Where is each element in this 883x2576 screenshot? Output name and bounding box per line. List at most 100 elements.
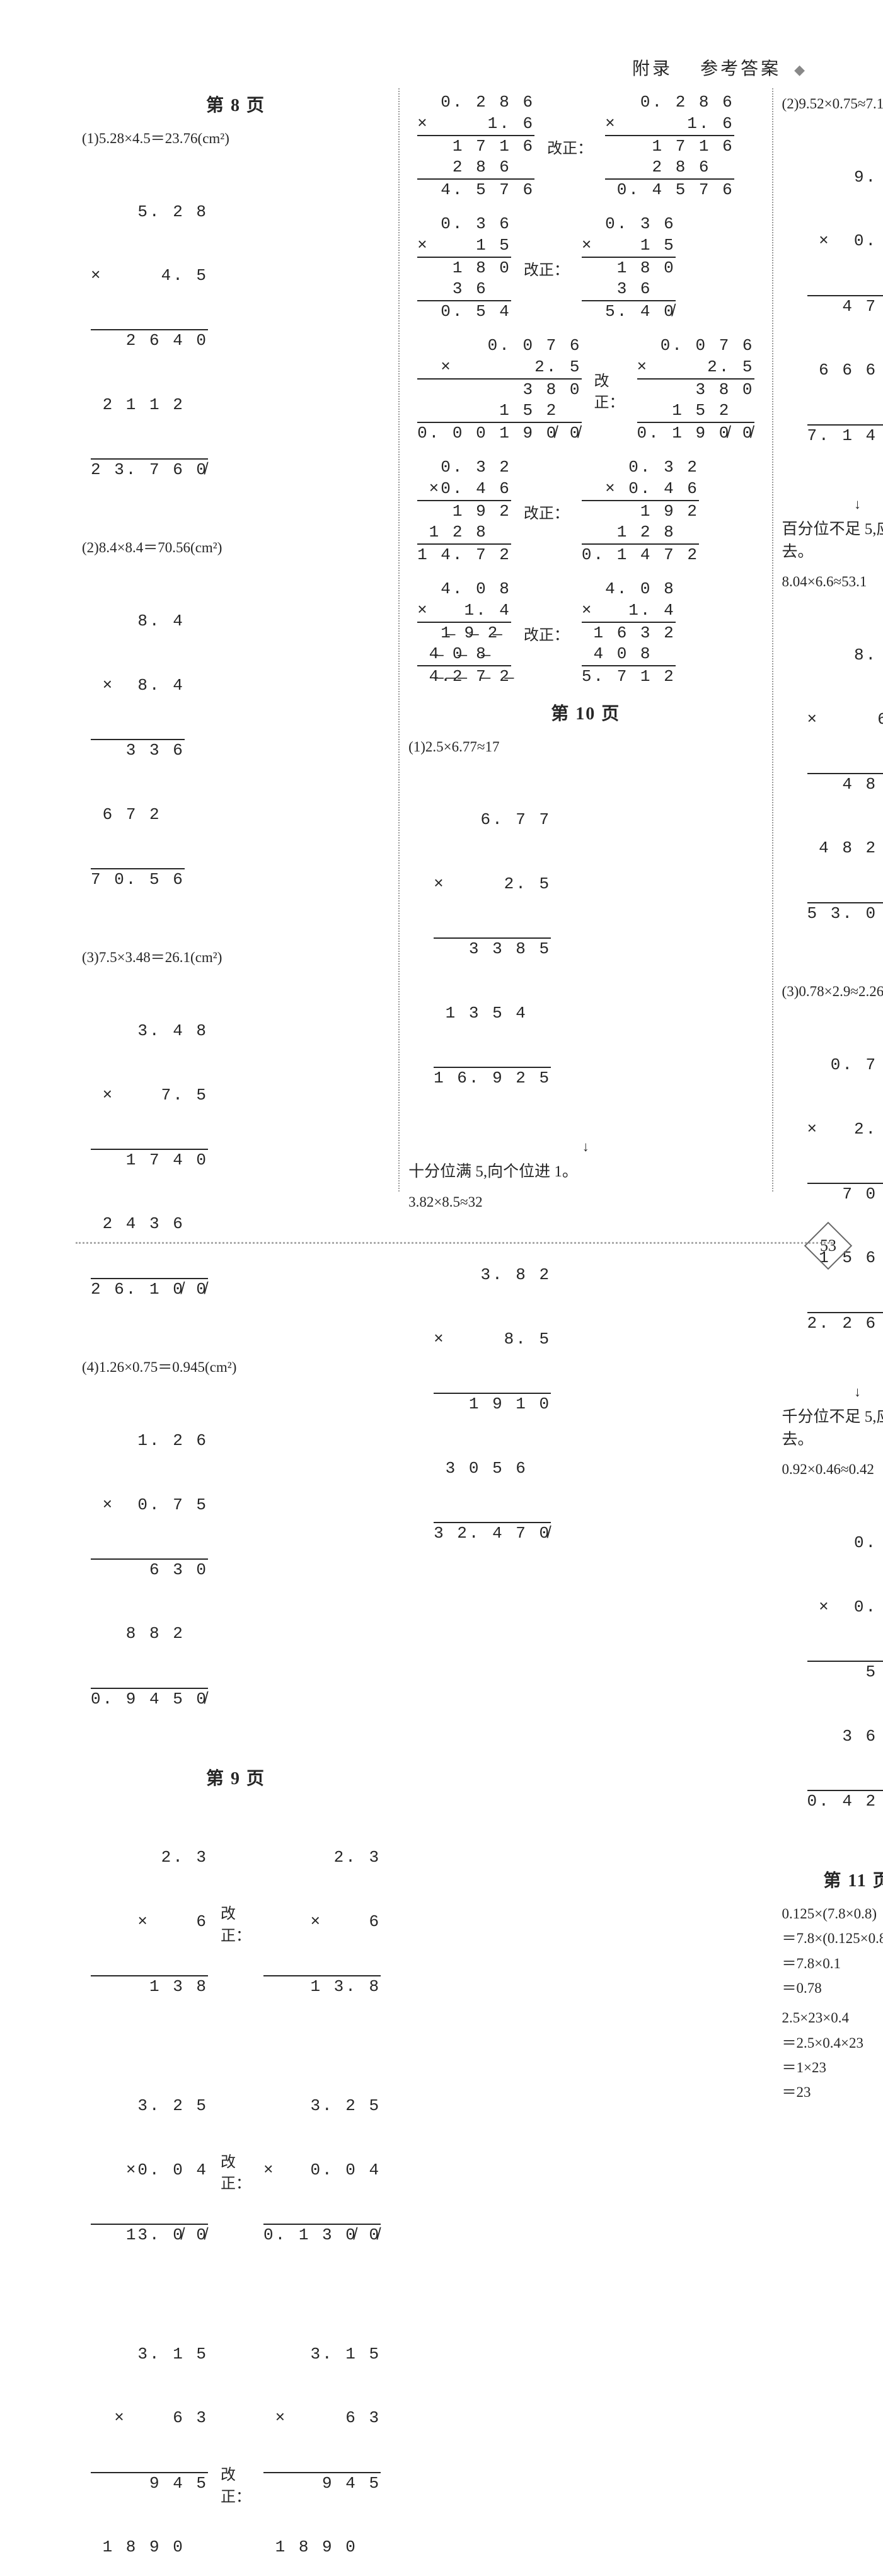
vmul-row: 9 4 5: [263, 2472, 381, 2495]
vmul-row: × 2. 9: [807, 1119, 883, 1140]
pair-c2-4: 0. 3 2×0. 4 6 1 9 2 1 2 8 1 4. 7 2改正： 0.…: [408, 453, 763, 575]
vmul-p8-4: 1. 2 6 × 0. 7 5 6 3 0 8 8 2 0. 9 4 5 0̸: [91, 1388, 208, 1753]
vmul-row: 1 2 8: [417, 522, 511, 543]
vmul-row: 1 9 1 0: [434, 1393, 551, 1415]
eq-line: ＝2.5×0.4×23: [782, 2033, 883, 2053]
vmul-row: 13. 0̸ 0̸: [91, 2224, 208, 2246]
vmul-row: 3. 8 2: [434, 1265, 551, 1286]
vmul-row: 1 5 2: [637, 400, 754, 422]
vmul-row: 3 6 8: [807, 1726, 883, 1748]
vmul-row: × 2. 5: [637, 357, 754, 378]
pair-p9-2: 3. 2 5 ×0. 0 4 13. 0̸ 0̸ 改正： 3. 2 5 × 0.…: [82, 2050, 390, 2298]
vmul-row: 3. 1 5: [91, 2344, 208, 2365]
vmul-row: 1 6. 9 2 5: [434, 1067, 551, 1089]
vmul-row: 0. 4 2 3 2: [807, 1790, 883, 1813]
section-title-p9: 第 9 页: [82, 1767, 390, 1792]
eq-line: 0.125×(7.8×0.8): [782, 1903, 883, 1924]
page-number: 53: [811, 1229, 845, 1263]
correction-label: 改正：: [221, 2464, 251, 2509]
vmul: 0. 3 2× 0. 4 6 1 9 2 1 2 8 0. 1 4 7 2: [582, 457, 699, 566]
vmul-left: 3. 1 5 × 6 3 9 4 5 1 8 9 0 2 8. 3 5: [91, 2301, 208, 2576]
vmul-row: 1 6 3 2: [582, 622, 676, 644]
pair-c2-5: 4. 0 8× 1. 4 1̶ 9̶ 2̶ 4̶ 0̶ 8̶ 4̶.̶2̶ 7̶…: [408, 575, 763, 697]
vmul-row: 0. 7 8: [807, 1055, 883, 1076]
vmul-row: 5 5 2: [807, 1661, 883, 1683]
vmul: 0. 3 2×0. 4 6 1 9 2 1 2 8 1 4. 7 2: [417, 457, 511, 566]
vmul-left: 2. 3 × 6 1 3 8: [91, 1805, 208, 2041]
vmul-row: 4 8 2 4: [807, 773, 883, 796]
expr-p8-3: (3)7.5×3.48＝26.1(cm²): [82, 947, 390, 968]
correction-label: 改正：: [221, 2152, 251, 2196]
vmul-row: × 0. 0 4: [263, 2160, 381, 2181]
header-appendix: 附录: [632, 59, 672, 79]
page-number-diamond-icon: 53: [804, 1222, 852, 1270]
vmul-row: 1 5 2: [417, 400, 581, 422]
vmul-row: 2. 3: [263, 1847, 381, 1869]
vmul-row: 0. 3 2: [582, 457, 699, 479]
arrow-down-icon: ↓: [408, 1137, 763, 1157]
vmul-row: 3. 4 8: [91, 1021, 208, 1042]
expr-p10-2: 3.82×8.5≈32: [408, 1192, 763, 1212]
vmul-row: 2 6 4 0: [91, 329, 208, 352]
vmul-row: 5. 7 1 2: [582, 665, 676, 688]
vmul-row: 3. 2 5: [91, 2096, 208, 2117]
vmul-row: × 1 5: [417, 235, 511, 257]
vmul-row: 4 0 8: [582, 644, 676, 665]
vmul-row: 4 7 6 0: [807, 295, 883, 318]
eq-line: ＝1×23: [782, 2057, 883, 2078]
vmul-right: 3. 2 5 × 0. 0 4 0. 1 3 0̸ 0̸: [263, 2053, 381, 2289]
eq-line: ＝23: [782, 2082, 883, 2103]
vmul-row: 0. 0 0 1 9 0̸ 0̸: [417, 422, 581, 444]
vmul-right: 3. 1 5 × 6 3 9 4 5 1 8 9 0 1 9 8. 4 5: [263, 2301, 381, 2576]
column-3: (2)9.52×0.75≈7.1 9. 5 2 × 0. 7 5 4 7 6 0…: [776, 88, 883, 1192]
vmul-row: 0. 1 3 0̸ 0̸: [263, 2224, 381, 2246]
vmul-row: 3 6: [417, 279, 511, 300]
vmul-row: 6. 7 7: [434, 809, 551, 831]
vmul-row: 5. 4 0̸: [582, 300, 676, 323]
vmul-row: 2 8 6: [417, 157, 534, 178]
vmul-row: 3 0 5 6: [434, 1458, 551, 1480]
vmul-row: ×0. 0 4: [91, 2160, 208, 2181]
vmul-row: 6 7 2: [91, 804, 185, 826]
vmul-p8-1: 5. 2 8 × 4. 5 2 6 4 0 2 1 1 2 2 3. 7 6 0…: [91, 159, 208, 524]
footer-separator: [76, 1242, 833, 1244]
page: 附录 参考答案 ◆ 第 8 页 (1)5.28×4.5＝23.76(cm²) 5…: [0, 0, 883, 1288]
vmul-row: 1 3. 8: [263, 1975, 381, 1998]
header-label: 参考答案: [700, 59, 781, 79]
eq-line: ＝7.8×0.1: [782, 1953, 883, 1974]
vmul-row: 3. 2 5: [263, 2096, 381, 2117]
vmul-row: × 0. 7 5: [807, 231, 883, 252]
vmul-row: 0. 9 4 5 0̸: [91, 1688, 208, 1710]
correction-label: 改正：: [547, 138, 592, 160]
vmul-row: 3. 1 5: [263, 2344, 381, 2365]
vmul: 4. 0 8× 1. 4 1̶ 9̶ 2̶ 4̶ 0̶ 8̶ 4̶.̶2̶ 7̶…: [417, 579, 511, 688]
vmul-row: 2 6. 1 0̸ 0̸: [91, 1278, 208, 1301]
header-diamond-icon: ◆: [794, 62, 807, 78]
vmul-row: 0. 9 2: [807, 1533, 883, 1554]
vmul-row: 3 8 0: [417, 378, 581, 401]
vmul-row: × 1. 4: [417, 600, 511, 622]
note-c3-1: 百分位不足 5,应舍去。: [782, 518, 883, 564]
vmul-row: × 6. 6: [807, 709, 883, 731]
vmul-row: 3 6: [582, 279, 676, 300]
vmul: 0. 3 6× 1 5 1 8 0 3 6 5. 4 0̸: [582, 214, 676, 323]
vmul-row: 5. 2 8: [91, 202, 208, 223]
correction-label: 改正：: [594, 371, 625, 415]
expr-p10-1: (1)2.5×6.77≈17: [408, 736, 763, 757]
vmul-row: 8. 0 4: [807, 645, 883, 666]
vmul-left: 3. 2 5 ×0. 0 4 13. 0̸ 0̸: [91, 2053, 208, 2289]
vmul-row: 1 8 0: [582, 257, 676, 279]
vmul-row: × 6: [91, 1912, 208, 1933]
vmul-row: 9. 5 2: [807, 167, 883, 189]
arrow-down-icon: ↓: [782, 1382, 883, 1402]
vmul-row: 8. 4: [91, 611, 185, 632]
vmul-row: 0. 1 9 0̸ 0̸: [637, 422, 754, 444]
pair-c2-3: 0. 0 7 6× 2. 5 3 8 0 1 5 2 0. 0 0 1 9 0̸…: [408, 332, 763, 453]
vmul-row: × 1. 6: [605, 113, 734, 135]
vmul-row: × 6 3: [263, 2408, 381, 2429]
column-2: 0. 2 8 6× 1. 6 1 7 1 6 2 8 6 4. 5 7 6改正：…: [402, 88, 769, 1192]
vmul-row: × 1 5: [582, 235, 676, 257]
eq-line: 2.5×23×0.4: [782, 2007, 883, 2028]
vmul-p8-3: 3. 4 8 × 7. 5 1 7 4 0 2 4 3 6 2 6. 1 0̸ …: [91, 978, 208, 1343]
expr-c3-2: 8.04×6.6≈53.1: [782, 571, 883, 592]
